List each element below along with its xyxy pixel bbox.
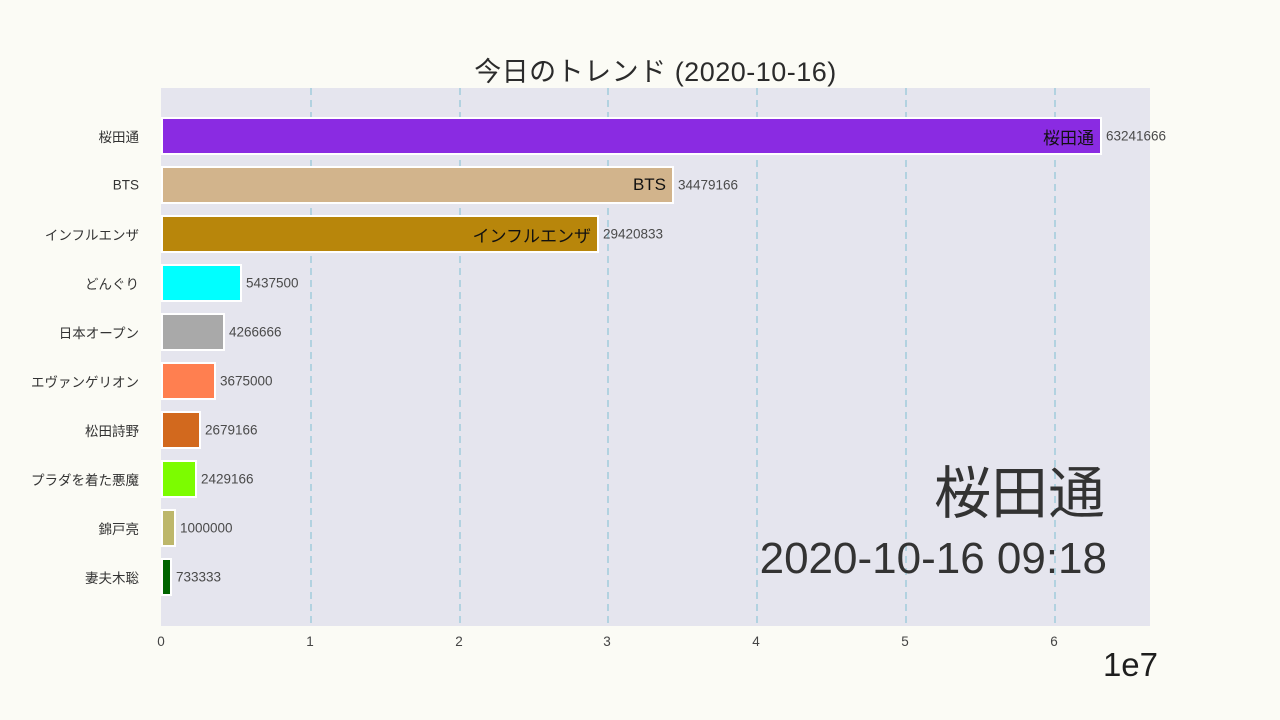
bar-value: 34479166 xyxy=(678,177,739,193)
bar-value: 4266666 xyxy=(229,324,282,340)
bar: 桜田通 xyxy=(161,117,1102,155)
x-axis-tick-label: 5 xyxy=(901,634,909,649)
x-axis-tick-label: 6 xyxy=(1050,634,1058,649)
y-axis-label: プラダを着た悪魔 xyxy=(31,473,139,488)
bar-value: 2429166 xyxy=(201,471,254,487)
bar-value: 29420833 xyxy=(603,226,664,242)
bar-value: 2679166 xyxy=(205,422,258,438)
bar xyxy=(161,264,242,302)
x-axis-ticks: 0 1 2 3 4 5 6 xyxy=(0,634,1280,654)
y-axis-label: エヴァンゲリオン xyxy=(31,375,139,390)
current-datetime-overlay: 2020-10-16 09:18 xyxy=(759,534,1107,583)
bar xyxy=(161,313,225,351)
y-axis-label: BTS xyxy=(112,177,139,193)
bar-value: 3675000 xyxy=(220,373,273,389)
y-axis-labels: 桜田通 BTS インフルエンザどんぐり日本オープンエヴァンゲリオン松田詩野プラダを着… xyxy=(0,88,150,626)
gridline xyxy=(459,88,461,626)
bar-row: インフルエンザ 29420833 xyxy=(161,215,1150,253)
bar: BTS xyxy=(161,166,674,204)
bar-row: 733333 xyxy=(161,558,1150,596)
bar xyxy=(161,558,172,596)
bar-row: BTS 34479166 xyxy=(161,166,1150,204)
y-axis-label: 松田詩野 xyxy=(85,424,139,439)
bar-inside-label: BTS xyxy=(632,175,666,194)
y-axis-label: 錦戸亮 xyxy=(98,522,140,537)
plot-area: 桜田通 63241666 BTS 34479166 インフルエンザ 29420833 543… xyxy=(161,88,1166,626)
gridline xyxy=(607,88,609,626)
bar-value: 1000000 xyxy=(180,520,233,536)
bar-row: 2679166 xyxy=(161,411,1150,449)
bar-value: 5437500 xyxy=(246,275,299,291)
bar-value: 63241666 xyxy=(1106,128,1167,144)
bar-row: 5437500 xyxy=(161,264,1150,302)
y-axis-label: 日本オープン xyxy=(58,326,139,341)
y-axis-label: 妻夫木聡 xyxy=(85,571,139,586)
y-axis-label: どんぐり xyxy=(85,277,139,292)
x-axis-tick-label: 1 xyxy=(306,634,314,649)
bar-inside-label: 桜田通 xyxy=(1043,128,1094,148)
gridline xyxy=(310,88,312,626)
bar-row: 桜田通 63241666 xyxy=(161,117,1166,155)
bar xyxy=(161,411,201,449)
bar-value: 733333 xyxy=(176,569,222,585)
y-axis-label: 桜田通 xyxy=(98,130,140,145)
x-axis-tick-label: 4 xyxy=(752,634,760,649)
bar-row: 3675000 xyxy=(161,362,1150,400)
gridline xyxy=(756,88,758,626)
x-axis-tick-label: 2 xyxy=(455,634,463,649)
x-axis-offset-label: 1e7 xyxy=(1102,646,1158,683)
x-axis-tick-label: 0 xyxy=(157,634,165,649)
bar xyxy=(161,460,197,498)
x-axis-tick-label: 3 xyxy=(603,634,611,649)
bar xyxy=(161,362,216,400)
gridline xyxy=(905,88,907,626)
bar: インフルエンザ xyxy=(161,215,599,253)
current-leader-overlay: 桜田通 xyxy=(934,462,1105,526)
gridline xyxy=(1054,88,1056,626)
bar-row: 1000000 xyxy=(161,509,1150,547)
bar xyxy=(161,509,176,547)
bar-inside-label: インフルエンザ xyxy=(472,226,592,246)
bar-row: 4266666 xyxy=(161,313,1150,351)
bar-row: 2429166 xyxy=(161,460,1150,498)
chart-title: 今日のトレンド (2020-10-16) xyxy=(474,57,837,87)
y-axis-label: インフルエンザ xyxy=(44,228,139,243)
